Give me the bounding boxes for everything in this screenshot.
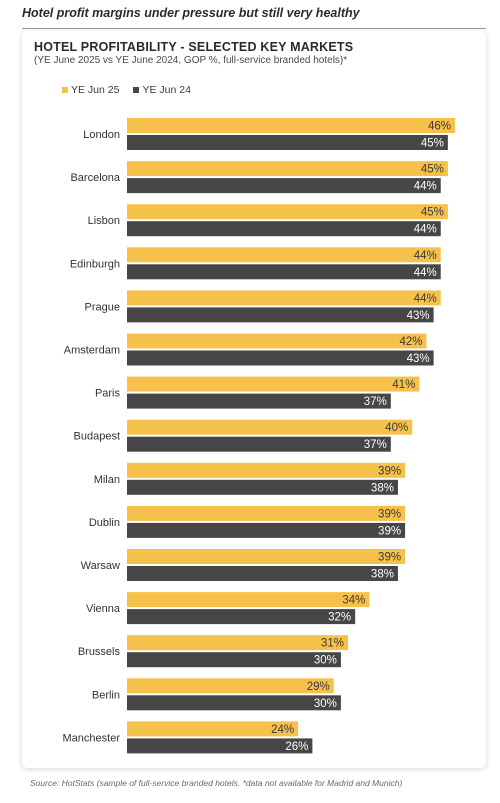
category-label-dublin: Dublin: [89, 517, 120, 529]
data-label-2024-budapest: 37%: [364, 439, 387, 451]
data-label-2025-budapest: 40%: [385, 422, 408, 434]
data-label-2025-brussels: 31%: [321, 638, 344, 650]
legend-swatch-2025: [62, 87, 68, 93]
bar-2024-brussels: [127, 652, 341, 668]
category-label-paris: Paris: [95, 388, 121, 400]
data-label-2024-paris: 37%: [364, 396, 387, 408]
data-label-2024-vienna: 32%: [328, 612, 351, 624]
header-divider: [22, 28, 486, 29]
legend-swatch-2024: [133, 87, 140, 93]
data-label-2025-warsaw: 39%: [378, 552, 401, 564]
data-label-2024-manchester: 26%: [285, 741, 308, 753]
category-label-warsaw: Warsaw: [81, 560, 120, 572]
data-label-2025-milan: 39%: [378, 465, 401, 477]
bar-2024-paris: [127, 393, 391, 409]
legend-label-2024: YE Jun 24: [142, 84, 191, 96]
category-label-brussels: Brussels: [78, 646, 121, 658]
bar-2025-amsterdam: [127, 333, 427, 349]
data-label-2024-edinburgh: 44%: [414, 267, 437, 279]
bar-2024-warsaw: [127, 566, 398, 581]
category-label-amsterdam: Amsterdam: [64, 345, 120, 357]
category-label-vienna: Vienna: [86, 603, 121, 615]
bar-2025-barcelona: [127, 161, 448, 177]
data-label-2024-lisbon: 44%: [414, 224, 437, 236]
data-label-2025-barcelona: 45%: [421, 164, 444, 176]
data-label-2025-berlin: 29%: [307, 681, 330, 693]
chart-card: HOTEL PROFITABILITY - SELECTED KEY MARKE…: [22, 31, 486, 768]
bar-chart-plot: London 46% 45% Barcelona 45% 44% Lisbon 45% 44% E…: [63, 118, 455, 754]
bar-2025-lisbon: [127, 204, 448, 220]
data-label-2024-warsaw: 38%: [371, 569, 394, 581]
bar-2025-dublin: [127, 505, 406, 521]
bar-2024-vienna: [127, 609, 356, 625]
bar-2025-warsaw: [127, 549, 406, 564]
data-label-2025-prague: 44%: [414, 293, 437, 305]
bar-2024-budapest: [127, 436, 391, 452]
bar-2025-budapest: [127, 419, 413, 435]
data-label-2025-amsterdam: 42%: [399, 336, 422, 348]
data-label-2025-lisbon: 45%: [421, 207, 444, 219]
data-label-2025-paris: 41%: [392, 379, 415, 391]
bar-2025-berlin: [127, 678, 334, 694]
bar-2024-edinburgh: [127, 264, 441, 280]
chart-title: HOTEL PROFITABILITY - SELECTED KEY MARKE…: [34, 40, 354, 54]
data-label-2025-london: 46%: [428, 121, 451, 133]
bar-2024-milan: [127, 479, 398, 495]
data-label-2024-london: 45%: [421, 138, 444, 150]
chart-subtitle: (YE June 2025 vs YE June 2024, GOP %, fu…: [34, 55, 348, 66]
bar-2024-dublin: [127, 522, 406, 538]
bar-2025-brussels: [127, 635, 349, 651]
headline: Hotel profit margins under pressure but …: [22, 6, 360, 20]
bar-2024-london: [127, 135, 448, 150]
data-label-2025-vienna: 34%: [342, 595, 365, 607]
legend-label-2025: YE Jun 25: [71, 84, 120, 96]
category-label-milan: Milan: [94, 474, 120, 486]
bar-2024-berlin: [127, 695, 341, 711]
category-label-prague: Prague: [85, 301, 120, 313]
bar-2024-lisbon: [127, 221, 441, 237]
bar-2025-vienna: [127, 592, 370, 608]
data-label-2025-edinburgh: 44%: [414, 250, 437, 262]
bar-2024-amsterdam: [127, 350, 434, 366]
category-label-lisbon: Lisbon: [88, 215, 120, 227]
category-label-budapest: Budapest: [74, 431, 120, 443]
bar-2025-edinburgh: [127, 247, 441, 263]
data-label-2024-milan: 38%: [371, 482, 394, 494]
bar-2025-prague: [127, 290, 441, 306]
data-label-2025-dublin: 39%: [378, 508, 401, 520]
data-label-2025-manchester: 24%: [271, 724, 294, 736]
legend-item-2024: YE Jun 24: [133, 84, 191, 96]
legend-item-2025: YE Jun 25: [62, 84, 119, 96]
data-label-2024-dublin: 39%: [378, 525, 401, 537]
data-label-2024-brussels: 30%: [314, 655, 337, 667]
bar-2025-manchester: [127, 721, 299, 737]
bar-2024-barcelona: [127, 178, 441, 194]
data-label-2024-prague: 43%: [407, 310, 430, 322]
bar-2024-prague: [127, 307, 434, 323]
bar-2025-paris: [127, 376, 420, 392]
data-label-2024-amsterdam: 43%: [407, 353, 430, 365]
category-label-manchester: Manchester: [63, 732, 121, 744]
data-label-2024-berlin: 30%: [314, 698, 337, 710]
chart-legend: YE Jun 25 YE Jun 24: [62, 84, 191, 96]
bar-2025-milan: [127, 462, 406, 478]
bar-2025-london: [127, 118, 455, 133]
bar-2024-manchester: [127, 738, 313, 754]
category-label-berlin: Berlin: [92, 689, 120, 701]
category-label-london: London: [83, 129, 120, 141]
category-label-barcelona: Barcelona: [70, 172, 120, 184]
source-note: Source: HotStats (sample of full-service…: [30, 778, 403, 788]
data-label-2024-barcelona: 44%: [414, 181, 437, 193]
category-label-edinburgh: Edinburgh: [70, 258, 120, 270]
